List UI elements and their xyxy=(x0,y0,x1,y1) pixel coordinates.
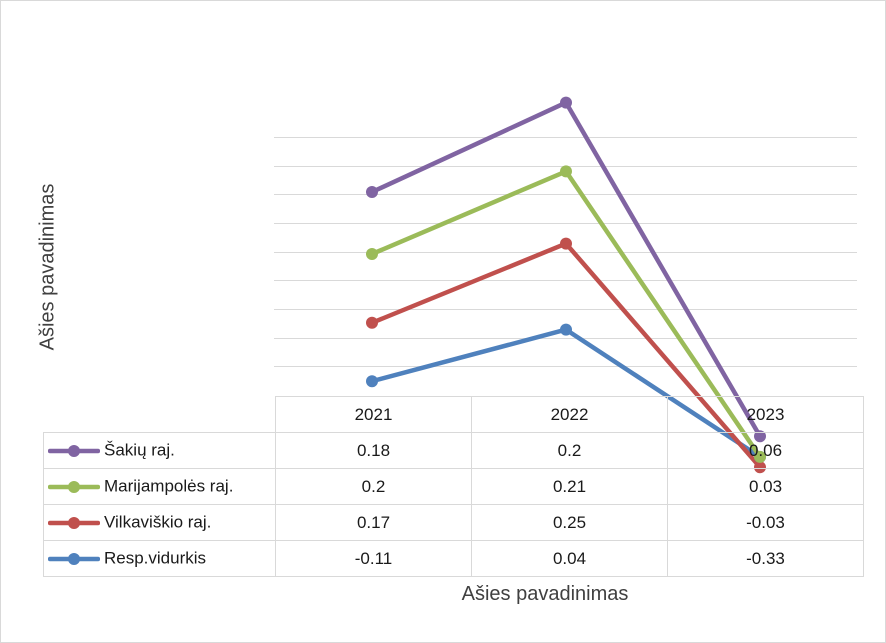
data-table-corner xyxy=(43,396,276,433)
legend-key-marker xyxy=(68,480,80,493)
legend-entry: Vilkaviškio raj. xyxy=(43,504,276,541)
data-label: 0.2 xyxy=(471,432,668,469)
data-label: 0.21 xyxy=(471,468,668,505)
legend-key-marker xyxy=(68,552,80,565)
data-table-row: Marijampolės raj. 0.2 0.21 0.03 xyxy=(43,468,864,505)
data-table: 2021 2022 2023 Šakių raj. 0.18 0.2 0.06 Marijam… xyxy=(43,396,864,577)
legend-entry: Šakių raj. xyxy=(43,432,276,469)
data-table-row: Šakių raj. 0.18 0.2 0.06 xyxy=(43,432,864,469)
data-point xyxy=(366,186,378,198)
x-axis-title: Ašies pavadinimas xyxy=(461,583,629,605)
x-tick-label: 2023 xyxy=(667,396,864,433)
data-table-row: Vilkaviškio raj. 0.17 0.25 -0.03 xyxy=(43,504,864,541)
legend-label: Resp.vidurkis xyxy=(104,548,207,568)
x-tick-label: 2022 xyxy=(471,396,668,433)
data-point xyxy=(560,96,572,109)
data-point xyxy=(560,165,572,178)
data-table-header: 2021 2022 2023 xyxy=(43,396,864,433)
data-label: 0.2 xyxy=(275,468,472,505)
data-point xyxy=(366,316,378,329)
data-label: 0.03 xyxy=(667,468,864,505)
data-point xyxy=(366,248,378,260)
data-point xyxy=(366,375,378,388)
legend-label: Marijampolės raj. xyxy=(104,476,234,496)
data-label: 0.18 xyxy=(275,432,472,469)
data-label: 0.25 xyxy=(471,504,668,541)
data-label: -0.11 xyxy=(275,540,472,577)
data-label: 0.04 xyxy=(471,540,668,577)
legend-entry: Marijampolės raj. xyxy=(43,468,276,505)
x-tick-label: 2021 xyxy=(275,396,472,433)
data-point xyxy=(560,237,572,250)
y-axis-title-text: Ašies pavadinimas xyxy=(36,183,59,351)
legend-key xyxy=(48,516,100,529)
data-label: -0.33 xyxy=(667,540,864,577)
legend-label: Vilkaviškio raj. xyxy=(104,512,212,532)
series-line xyxy=(369,100,763,439)
data-label: 0.06 xyxy=(667,432,864,469)
legend-key xyxy=(48,444,100,457)
data-label: 0.17 xyxy=(275,504,472,541)
legend-label: Šakių raj. xyxy=(104,440,175,460)
legend-key-marker xyxy=(68,516,80,529)
data-label: -0.03 xyxy=(667,504,864,541)
legend-key xyxy=(48,480,100,493)
legend-key xyxy=(48,552,100,565)
data-table-row: Resp.vidurkis -0.11 0.04 -0.33 xyxy=(43,540,864,577)
legend-key-marker xyxy=(68,444,80,457)
legend-entry: Resp.vidurkis xyxy=(43,540,276,577)
data-point xyxy=(560,323,572,336)
